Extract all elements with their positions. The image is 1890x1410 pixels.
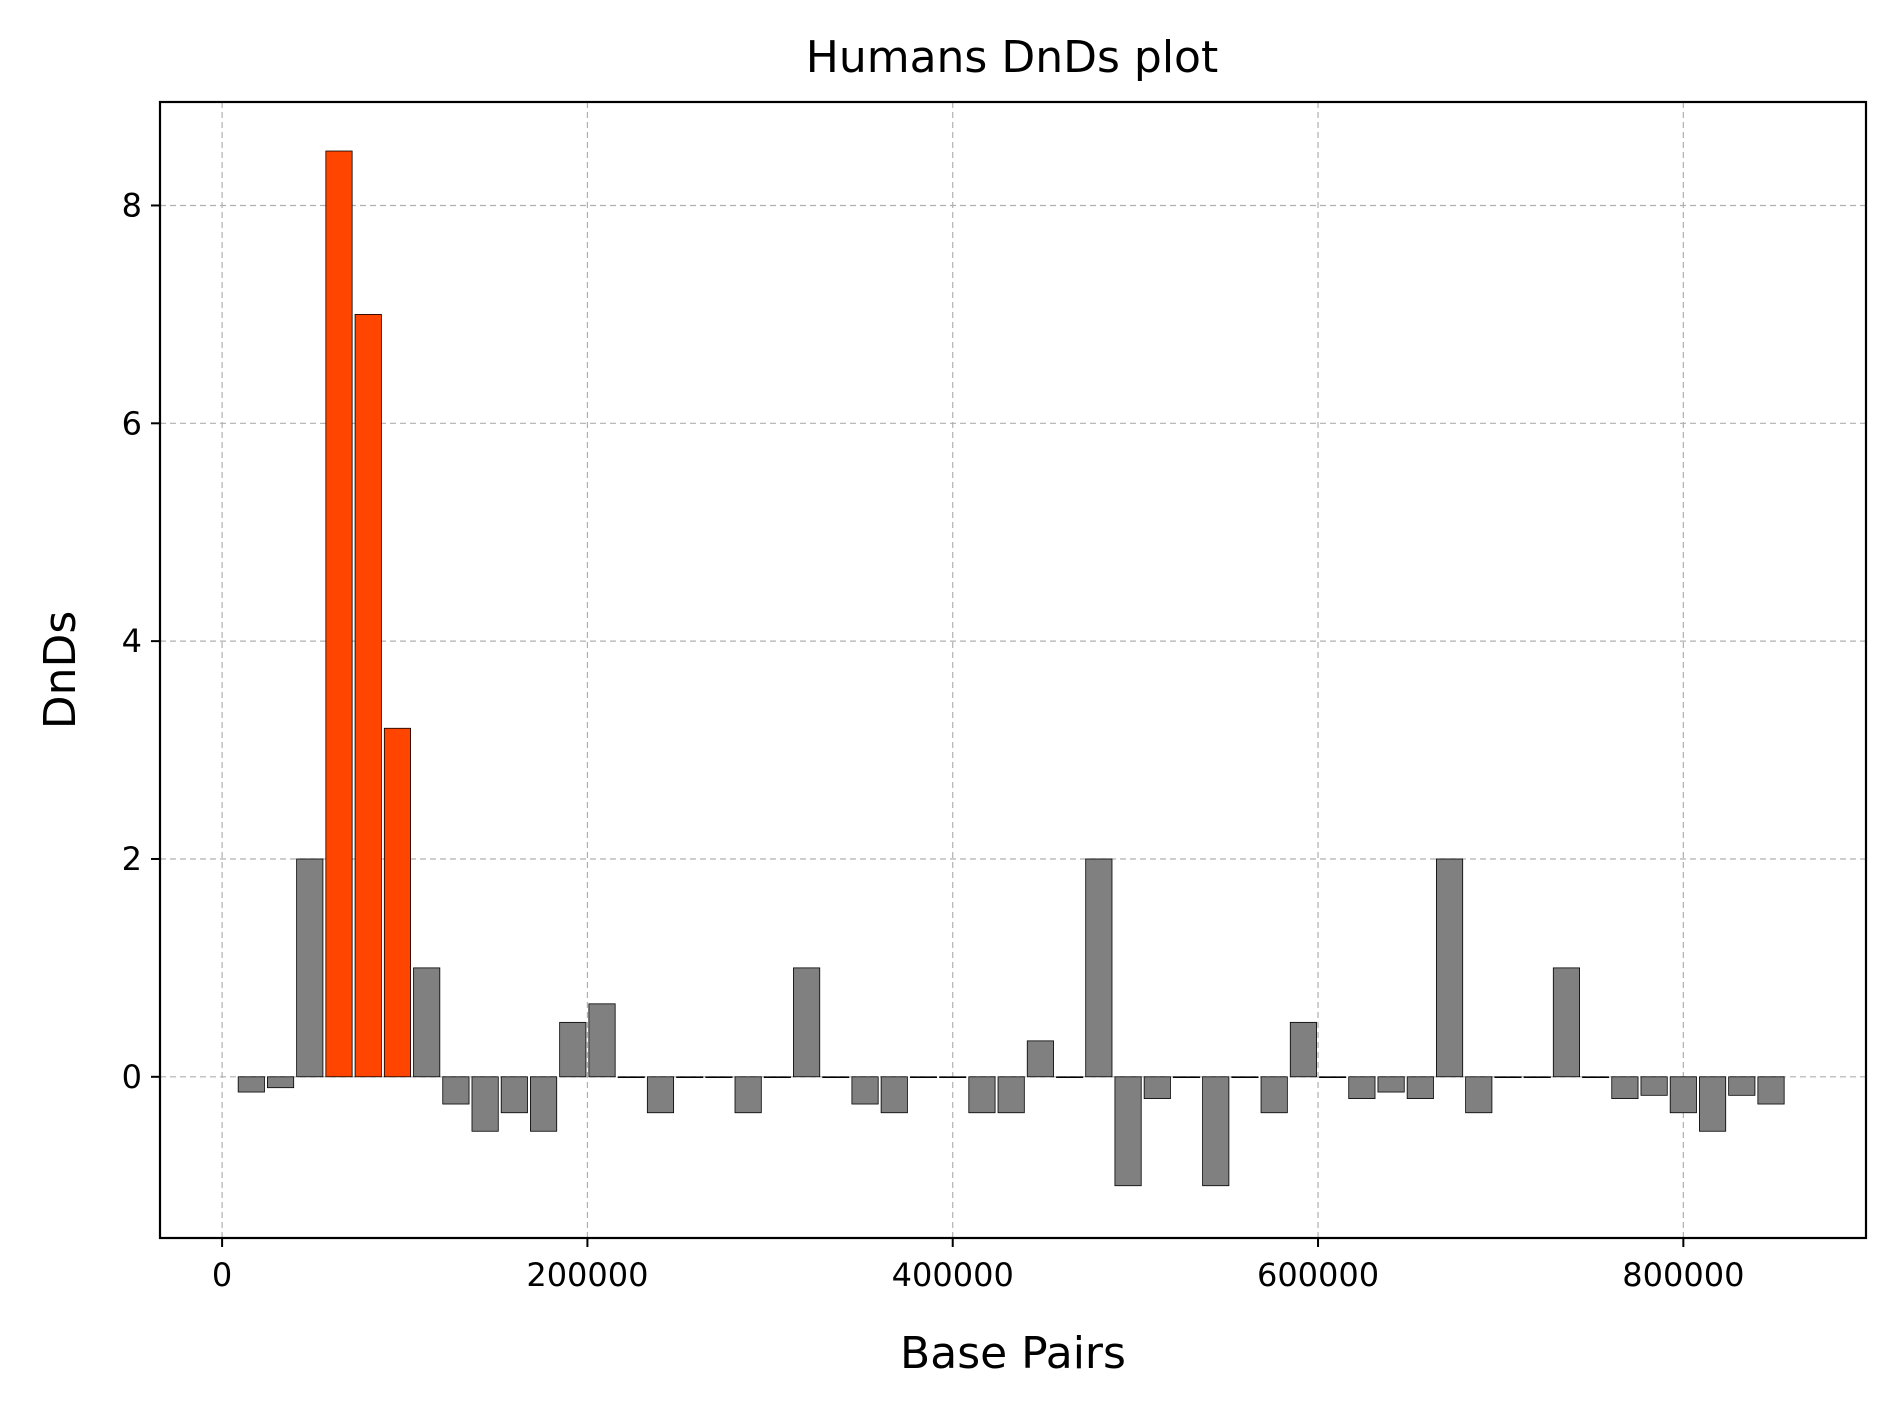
bar xyxy=(1231,1076,1259,1079)
bar xyxy=(1640,1076,1668,1096)
y-tick-label: 0 xyxy=(122,1058,142,1096)
bar xyxy=(705,1076,733,1079)
bar xyxy=(1611,1076,1639,1099)
highlighted-bar xyxy=(354,313,382,1078)
bar xyxy=(880,1076,908,1114)
bar xyxy=(909,1076,938,1079)
highlighted-bar xyxy=(383,727,412,1078)
bar xyxy=(1172,1076,1201,1079)
bar xyxy=(1757,1076,1785,1105)
bar xyxy=(588,1003,616,1078)
bar xyxy=(471,1076,499,1132)
bar xyxy=(1523,1076,1551,1079)
x-tick-label: 400000 xyxy=(892,1256,1014,1294)
x-axis-label: Base Pairs xyxy=(900,1328,1126,1379)
bars xyxy=(237,150,1785,1187)
bar xyxy=(1406,1076,1434,1099)
bar xyxy=(296,858,324,1078)
axis-ticks: 0 200000 400000 600000 800000 0 2 4 6 8 xyxy=(122,186,1745,1294)
bar xyxy=(646,1076,675,1114)
x-tick-label: 0 xyxy=(212,1256,232,1294)
bar xyxy=(1085,858,1113,1078)
bar xyxy=(1260,1076,1288,1114)
y-tick-label: 2 xyxy=(122,840,142,878)
bar xyxy=(1699,1076,1727,1132)
y-tick-label: 4 xyxy=(122,622,142,660)
bar xyxy=(763,1076,791,1079)
y-axis-label: DnDs xyxy=(35,611,86,730)
bar xyxy=(1114,1076,1142,1187)
bar xyxy=(822,1076,850,1079)
plot-frame xyxy=(158,100,1868,1240)
x-tick-label: 600000 xyxy=(1257,1256,1379,1294)
x-tick-label: 200000 xyxy=(526,1256,648,1294)
bar xyxy=(1494,1076,1522,1079)
bar xyxy=(1669,1076,1697,1114)
bar xyxy=(1289,1021,1317,1078)
y-tick-label: 8 xyxy=(122,186,142,224)
bar xyxy=(1026,1040,1054,1078)
bar xyxy=(939,1076,967,1079)
highlighted-bar xyxy=(325,150,353,1078)
bar xyxy=(1143,1076,1171,1099)
bar xyxy=(1319,1076,1347,1079)
bar xyxy=(1582,1076,1610,1079)
bar xyxy=(997,1076,1025,1114)
bar xyxy=(1552,967,1580,1078)
y-tick-label: 6 xyxy=(122,404,142,442)
bar xyxy=(500,1076,528,1114)
bar xyxy=(530,1076,558,1132)
bar xyxy=(559,1021,587,1078)
chart-title: Humans DnDs plot xyxy=(806,32,1218,83)
bar xyxy=(442,1076,470,1105)
bar xyxy=(1348,1076,1376,1099)
x-tick-label: 800000 xyxy=(1622,1256,1744,1294)
bar xyxy=(1435,858,1464,1078)
bar xyxy=(734,1076,762,1114)
bar xyxy=(1377,1076,1405,1093)
bar xyxy=(851,1076,879,1105)
bar xyxy=(237,1076,265,1093)
bar xyxy=(267,1076,295,1089)
bar xyxy=(793,967,821,1078)
bar xyxy=(413,967,441,1078)
bar xyxy=(968,1076,996,1114)
bar xyxy=(1465,1076,1493,1114)
bar xyxy=(1202,1076,1230,1187)
bar xyxy=(1056,1076,1084,1079)
bar xyxy=(676,1076,704,1079)
bar xyxy=(1728,1076,1756,1096)
grid-lines xyxy=(160,102,1866,1238)
bar xyxy=(617,1076,645,1079)
